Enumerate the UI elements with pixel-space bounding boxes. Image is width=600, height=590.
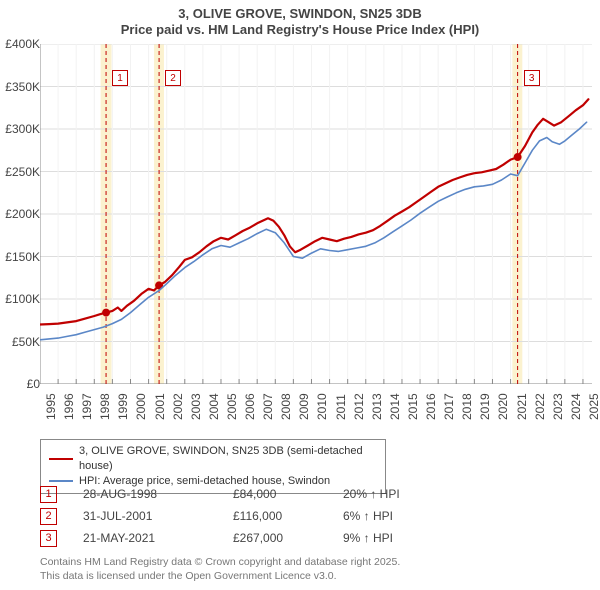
y-tick: £150K: [5, 250, 40, 264]
x-tick: 1998: [98, 393, 112, 420]
chart-titles: 3, OLIVE GROVE, SWINDON, SN25 3DB Price …: [0, 0, 600, 39]
chart-plot-area: 1 2 3: [40, 44, 592, 384]
x-tick: 2018: [460, 393, 474, 420]
attribution: Contains HM Land Registry data © Crown c…: [40, 556, 560, 583]
y-tick: £250K: [5, 165, 40, 179]
transaction-price: £267,000: [233, 531, 343, 545]
x-tick: 2010: [315, 393, 329, 420]
x-tick: 2020: [496, 393, 510, 420]
x-tick: 2022: [533, 393, 547, 420]
x-tick: 2013: [370, 393, 384, 420]
x-tick: 2002: [171, 393, 185, 420]
y-tick: £0: [27, 377, 40, 391]
x-tick: 2021: [515, 393, 529, 420]
y-tick: £200K: [5, 207, 40, 221]
legend-swatch: [49, 458, 73, 460]
transaction-delta: 6% ↑ HPI: [343, 509, 470, 523]
x-tick: 2015: [406, 393, 420, 420]
transaction-delta: 20% ↑ HPI: [343, 487, 470, 501]
transaction-marker: 1: [40, 486, 57, 503]
x-tick: 1997: [80, 393, 94, 420]
transaction-date: 21-MAY-2021: [83, 531, 233, 545]
x-tick: 2016: [424, 393, 438, 420]
chart-marker-1: 1: [112, 70, 128, 86]
title-line-2: Price paid vs. HM Land Registry's House …: [0, 22, 600, 38]
attribution-line-1: Contains HM Land Registry data © Crown c…: [40, 556, 560, 570]
attribution-line-2: This data is licensed under the Open Gov…: [40, 570, 560, 584]
y-tick: £300K: [5, 122, 40, 136]
x-tick: 2017: [442, 393, 456, 420]
x-tick: 2001: [153, 393, 167, 420]
chart-marker-2: 2: [165, 70, 181, 86]
x-tick: 2023: [551, 393, 565, 420]
y-tick: £400K: [5, 37, 40, 51]
x-tick: 1999: [116, 393, 130, 420]
x-tick: 2012: [352, 393, 366, 420]
transaction-row: 2 31-JUL-2001£116,0006% ↑ HPI: [40, 505, 470, 527]
x-tick: 1996: [62, 393, 76, 420]
transaction-date: 28-AUG-1998: [83, 487, 233, 501]
chart-marker-3: 3: [524, 70, 540, 86]
legend-swatch: [49, 480, 73, 482]
x-tick: 2006: [243, 393, 257, 420]
y-axis-ticks: £0£50K£100K£150K£200K£250K£300K£350K£400…: [0, 44, 40, 384]
x-axis-ticks: 1995 1996 1997 1998 1999 2000 2001 2002 2003 2004…: [40, 386, 592, 436]
chart-svg: [40, 44, 592, 384]
x-tick: 2003: [189, 393, 203, 420]
x-tick: 2005: [225, 393, 239, 420]
transaction-date: 31-JUL-2001: [83, 509, 233, 523]
x-tick: 2008: [279, 393, 293, 420]
transaction-price: £84,000: [233, 487, 343, 501]
x-tick: 2024: [569, 393, 583, 420]
x-tick: 2007: [261, 393, 275, 420]
y-tick: £100K: [5, 292, 40, 306]
x-tick: 2004: [207, 393, 221, 420]
x-tick: 2014: [388, 393, 402, 420]
transaction-marker: 3: [40, 530, 57, 547]
transaction-delta: 9% ↑ HPI: [343, 531, 470, 545]
y-tick: £350K: [5, 80, 40, 94]
x-tick: 2000: [134, 393, 148, 420]
x-tick: 1995: [44, 393, 58, 420]
transaction-row: 3 21-MAY-2021£267,0009% ↑ HPI: [40, 527, 470, 549]
x-tick: 2025: [587, 393, 600, 420]
y-tick: £50K: [12, 335, 40, 349]
x-tick: 2009: [297, 393, 311, 420]
transaction-row: 1 28-AUG-1998£84,00020% ↑ HPI: [40, 483, 470, 505]
legend-item: 3, OLIVE GROVE, SWINDON, SN25 3DB (semi-…: [49, 444, 377, 474]
x-tick: 2019: [478, 393, 492, 420]
transaction-price: £116,000: [233, 509, 343, 523]
transaction-marker: 2: [40, 508, 57, 525]
x-tick: 2011: [334, 394, 348, 420]
title-line-1: 3, OLIVE GROVE, SWINDON, SN25 3DB: [0, 6, 600, 22]
transactions-table: 1 28-AUG-1998£84,00020% ↑ HPI 2 31-JUL-2001…: [40, 483, 470, 549]
legend-label: 3, OLIVE GROVE, SWINDON, SN25 3DB (semi-…: [79, 444, 377, 474]
